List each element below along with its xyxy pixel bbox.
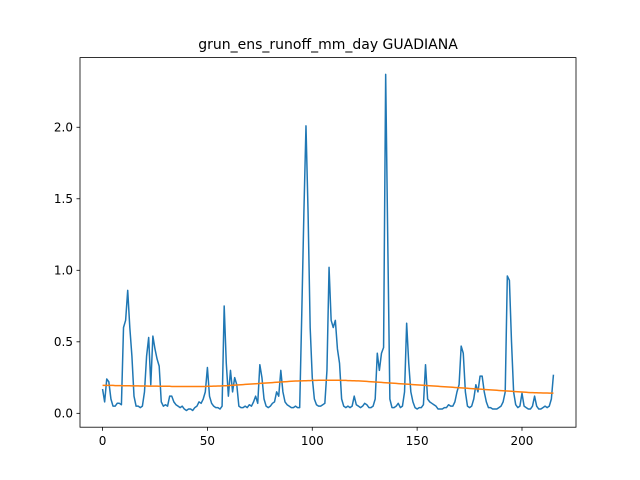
line-series	[102, 379, 554, 394]
y-tick-label: 2.0	[54, 120, 73, 134]
y-tick-label: 0.5	[54, 335, 73, 349]
y-tick-label: 1.0	[54, 263, 73, 277]
x-tick-label: 50	[200, 434, 215, 448]
x-tick-label: 150	[406, 434, 429, 448]
y-tick-label: 1.5	[54, 192, 73, 206]
y-tick-label: 0.0	[54, 406, 73, 420]
x-tick-label: 100	[301, 434, 324, 448]
chart-title: grun_ens_runoff_mm_day GUADIANA	[198, 37, 458, 53]
x-tick-label: 200	[511, 434, 534, 448]
axes-frame	[79, 57, 577, 428]
x-tick-label: 0	[99, 434, 107, 448]
